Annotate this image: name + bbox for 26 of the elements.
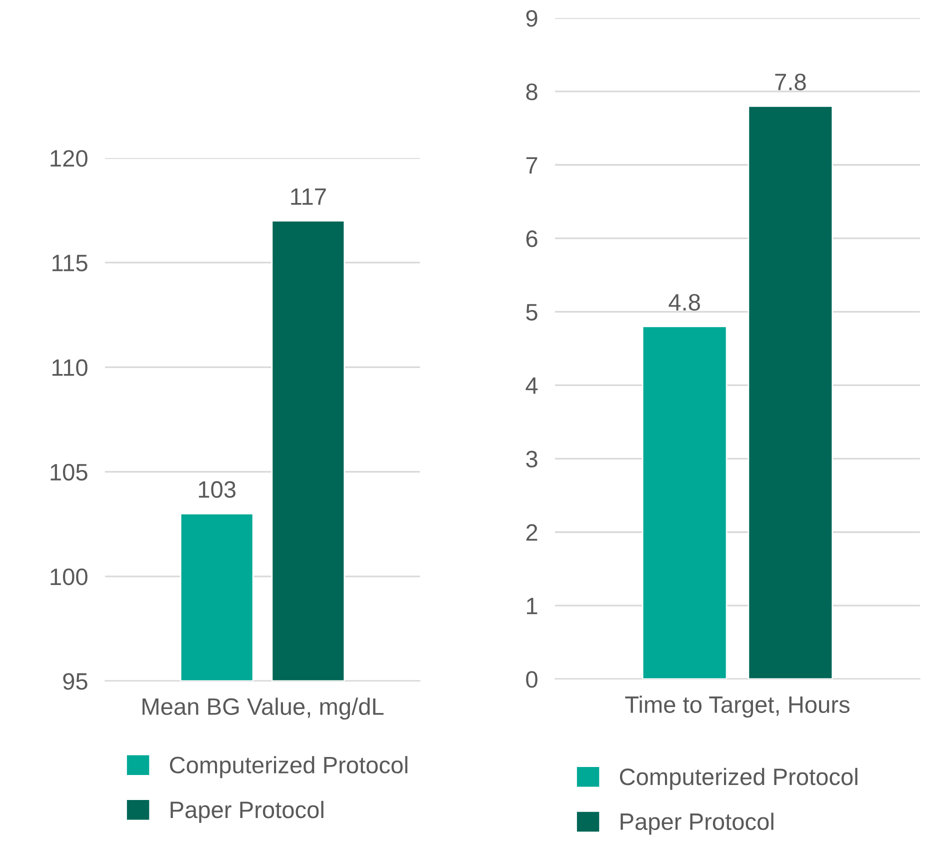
data-label: 4.8 [668, 294, 700, 311]
data-label: 103 [198, 481, 236, 498]
y-tick-label: 7 [526, 157, 538, 174]
legend-label: Computerized Protocol [170, 756, 408, 778]
y-tick-label: 100 [50, 568, 88, 586]
y-tick-label: 9 [526, 10, 538, 27]
x-tick-label: Time to Target, Hours [625, 696, 850, 718]
y-tick-label: 0 [526, 671, 538, 688]
legend-label: Paper Protocol [620, 812, 774, 835]
y-tick-label: 115 [52, 254, 88, 272]
y-tick-label: 8 [526, 84, 538, 100]
x-tick-label: Mean BG Value, mg/dL [142, 698, 384, 720]
data-label: 117 [291, 188, 326, 205]
y-tick-label: 1 [527, 598, 538, 614]
y-tick-label: 3 [526, 450, 538, 468]
legend-label: Paper Protocol [170, 800, 324, 823]
y-tick-label: 95 [63, 673, 88, 690]
y-tick-label: 6 [526, 230, 538, 248]
y-tick-label: 105 [50, 464, 88, 481]
legend-label: Computerized Protocol [620, 768, 858, 790]
y-tick-label: 5 [526, 304, 538, 321]
data-label: 7.8 [775, 74, 806, 90]
y-tick-label: 120 [50, 150, 88, 167]
y-tick-label: 110 [52, 359, 88, 376]
y-tick-label: 2 [526, 524, 538, 541]
y-tick-label: 4 [526, 378, 538, 394]
